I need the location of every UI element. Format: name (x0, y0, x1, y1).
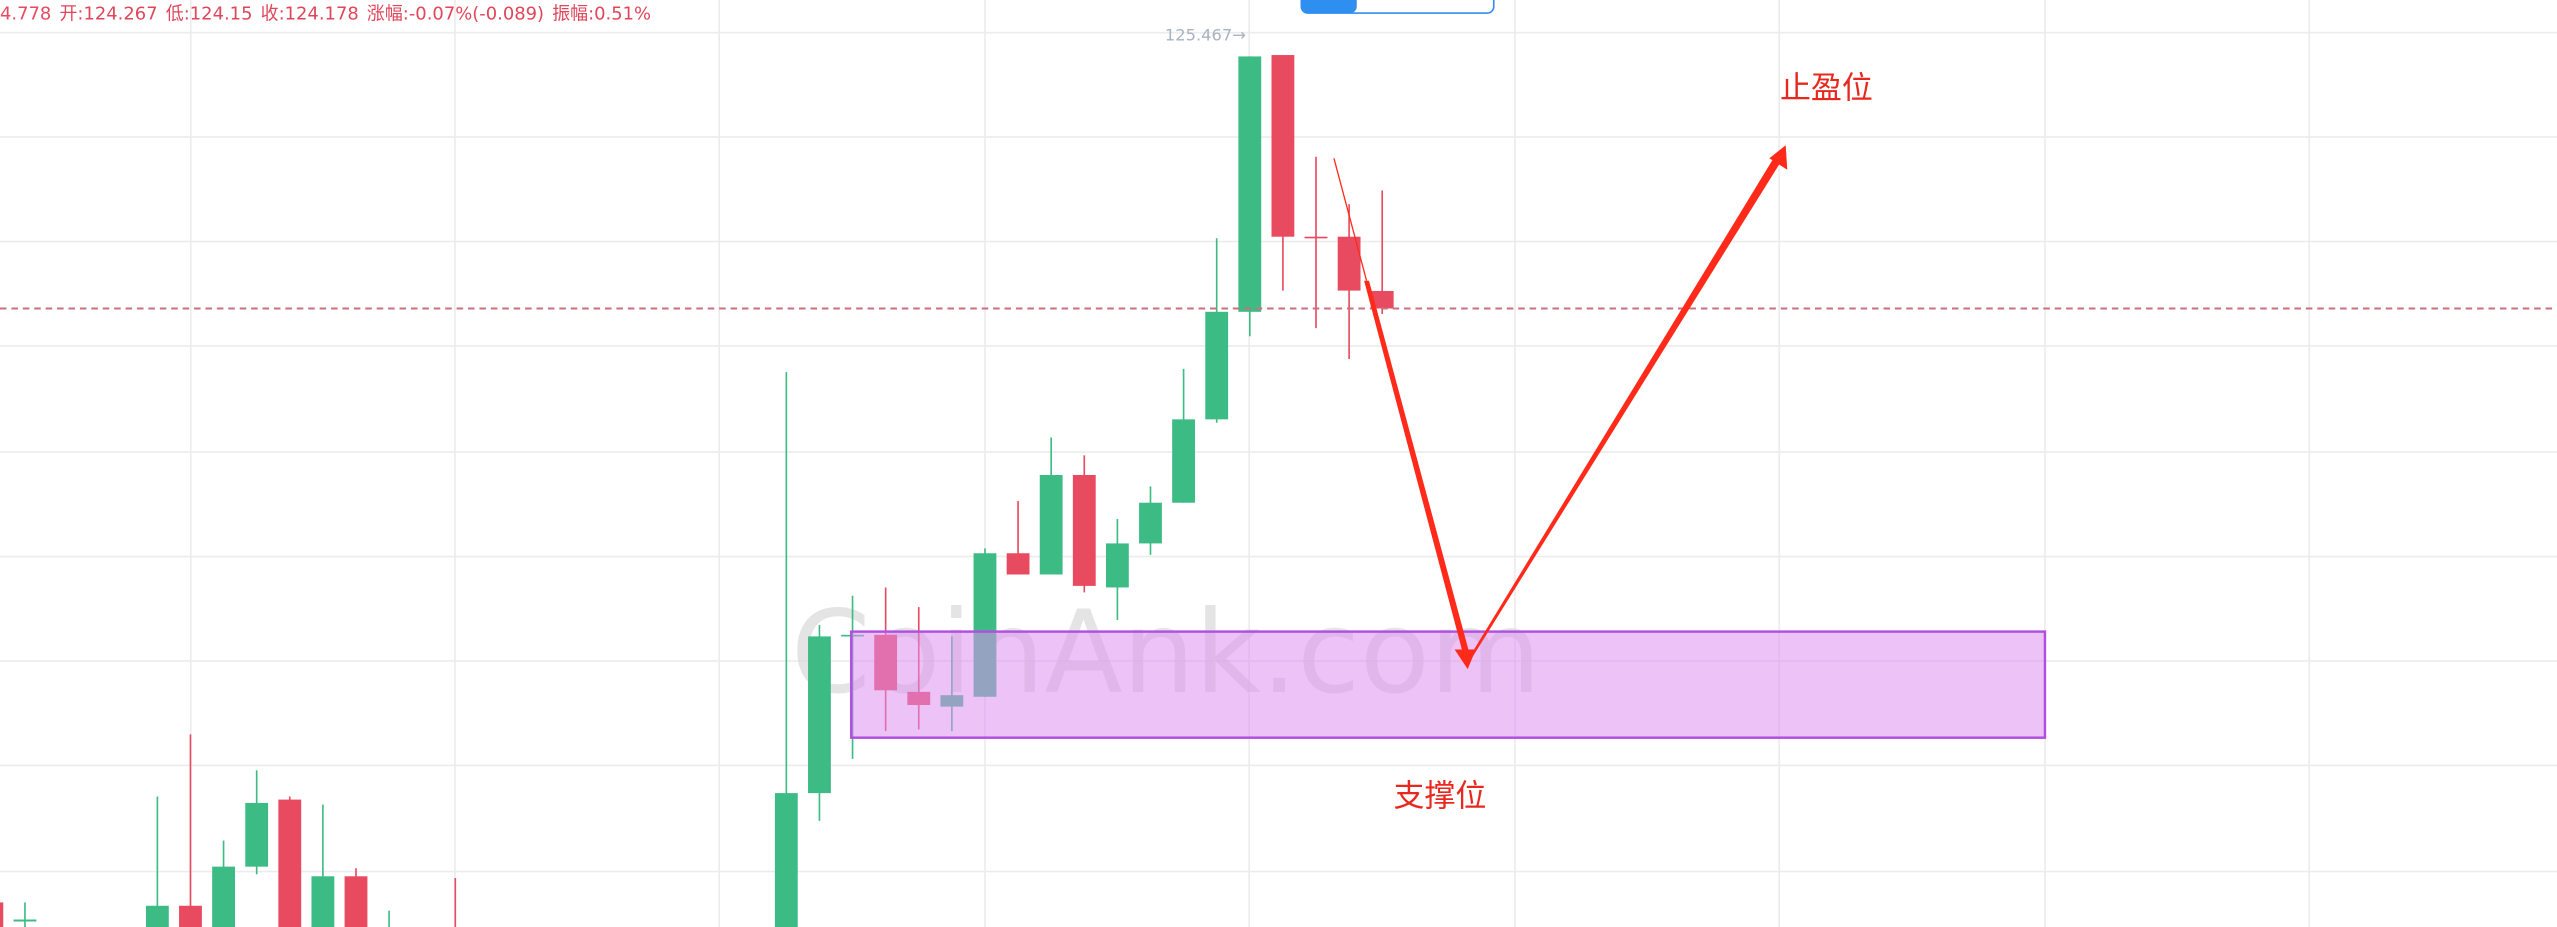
header-item: 振幅:0.51% (552, 4, 651, 25)
candle-body (1271, 55, 1295, 237)
header-item: 收:124.178 (261, 4, 359, 25)
annotation: 支撑位 (1393, 779, 1486, 815)
high-label: 125.467→ (1165, 25, 1246, 44)
tab-button-active[interactable] (1301, 0, 1357, 14)
candle-body (1105, 543, 1129, 588)
arrowhead (1454, 649, 1476, 670)
header: 4.778 开:124.267 低:124.15 收:124.178 涨幅:-0.07%… (0, 4, 651, 25)
candle-body (245, 802, 269, 867)
candle-body (808, 636, 831, 794)
candle-body (774, 793, 798, 927)
candle-body (278, 799, 302, 927)
header-item: 涨幅:-0.07%(-0.089) (367, 4, 544, 25)
candle-body (1304, 236, 1328, 239)
candle-body (1006, 553, 1030, 575)
candle-body (1039, 475, 1063, 575)
candle-body (1139, 502, 1162, 544)
candle-body (344, 876, 368, 927)
candle-body (179, 905, 202, 927)
arrow (1364, 280, 1470, 653)
arrow (1333, 158, 1368, 281)
candle-body (1370, 290, 1394, 309)
candle-body (0, 902, 4, 927)
candle-body (1072, 475, 1096, 586)
candle-body (1205, 311, 1229, 420)
arrowhead (1769, 145, 1788, 170)
candle-body (1172, 419, 1196, 503)
header-item: 4.778 (0, 4, 51, 25)
candle-body (1337, 236, 1361, 291)
candle-body (1238, 56, 1262, 312)
candle-body (212, 866, 235, 927)
header-item: 低:124.15 (166, 4, 253, 25)
candles (0, 55, 1394, 927)
candle-body (145, 905, 169, 927)
candle-body (13, 919, 37, 922)
candle-body (311, 876, 335, 927)
arrow (1466, 151, 1785, 664)
header-item: 开:124.267 (59, 4, 157, 25)
support-zone (850, 630, 2047, 739)
annotation: 止盈位 (1780, 70, 1873, 106)
